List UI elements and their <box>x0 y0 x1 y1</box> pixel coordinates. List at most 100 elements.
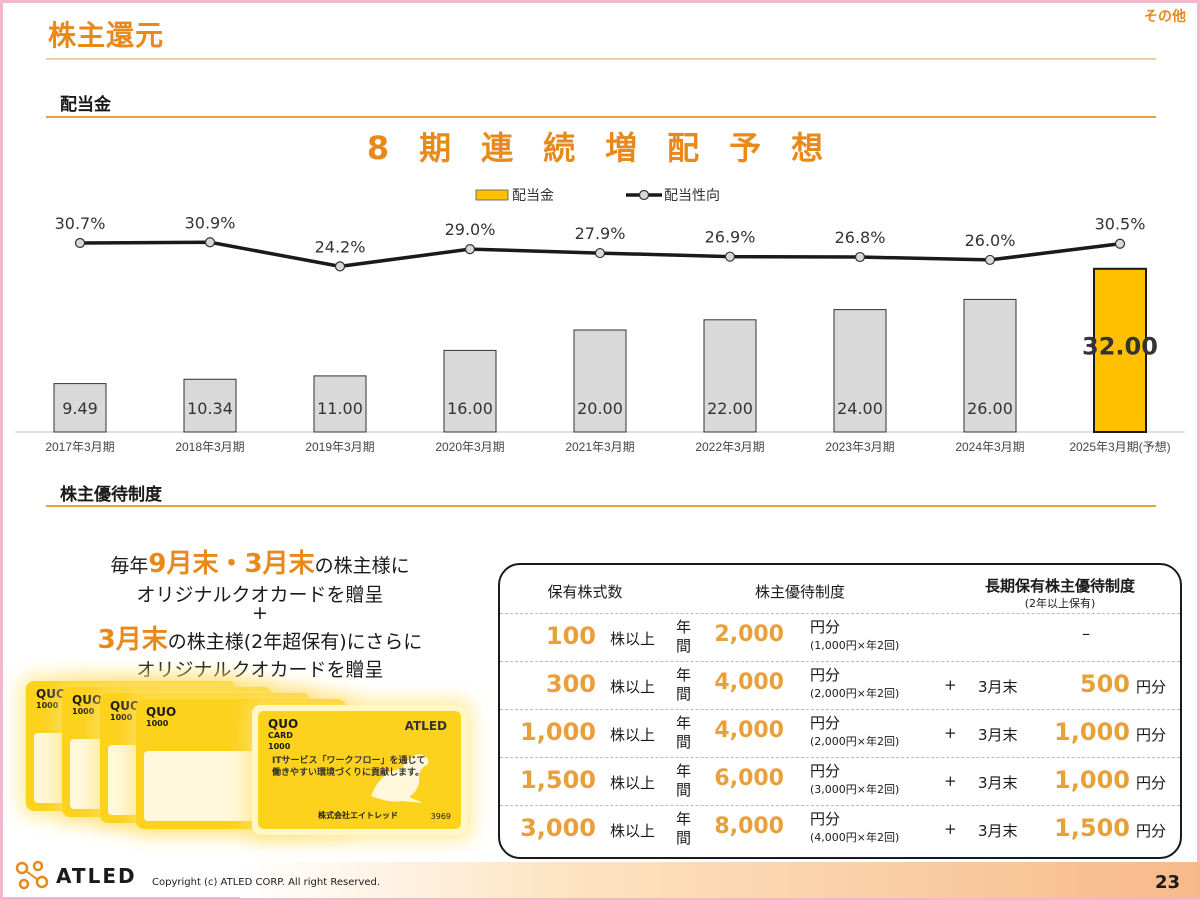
dividend-bar <box>53 383 107 433</box>
x-tick-label: 2019年3月期 <box>305 440 374 454</box>
long-term-month: 3月末 <box>978 822 1018 840</box>
yen-unit: 円分 <box>810 666 841 684</box>
yen-unit: 円分 <box>810 762 841 780</box>
x-tick-label: 2022年3月期 <box>695 440 764 454</box>
dividend-bar <box>443 349 497 433</box>
legend-line-marker <box>638 189 650 201</box>
payout-ratio-label: 30.5% <box>1095 215 1146 234</box>
dividend-bar <box>963 298 1017 433</box>
long-term-unit: 円分 <box>1136 726 1167 744</box>
payout-ratio-label: 27.9% <box>575 224 626 243</box>
shares-value: 1,500 <box>520 766 596 794</box>
benefits-section-divider <box>46 505 1156 507</box>
header-benefit: 株主優待制度 <box>754 583 845 601</box>
dividend-headline: 8期連続増配予想 <box>366 129 854 167</box>
payout-ratio-label: 26.9% <box>705 228 756 247</box>
payout-ratio-label: 26.8% <box>835 228 886 247</box>
dividend-bar-label: 32.00 <box>1082 332 1158 360</box>
dividend-section-divider <box>46 116 1156 118</box>
copyright: Copyright (c) ATLED CORP. All right Rese… <box>152 877 381 888</box>
table-row: 1,500 株以上 年間 6,000 円分 (3,000円×年2回) +3月末 1,000 円分 <box>500 757 1180 805</box>
long-term-month: 3月末 <box>978 774 1018 792</box>
legend-line-label: 配当性向 <box>664 187 720 203</box>
legend-bar-label: 配当金 <box>512 187 554 203</box>
chart-legend: 配当金 配当性向 <box>475 187 720 203</box>
card-code: 3969 <box>430 812 451 821</box>
x-tick-label: 2018年3月期 <box>175 440 244 454</box>
annual-label: 年間 <box>676 762 692 799</box>
payout-ratio-point <box>204 237 216 248</box>
shares-value: 100 <box>545 622 596 650</box>
table-row: 100 株以上 年間 2,000 円分 (1,000円×年2回) – <box>500 613 1180 661</box>
benefits-table: 保有株式数 株主優待制度 長期保有株主優待制度 (2年以上保有) 100 株以上年… <box>498 563 1182 859</box>
card-company: 株式会社エイトレッド <box>318 811 398 820</box>
payout-ratio-label: 26.0% <box>965 231 1016 250</box>
page-title: 株主還元 <box>48 19 165 52</box>
long-term-amount: 1,000 <box>1054 718 1130 746</box>
dividend-bar <box>1093 267 1147 433</box>
shares-unit: 株以上 <box>610 630 656 648</box>
header-long-term: 長期保有株主優待制度 <box>984 577 1135 595</box>
card-tagline: ITサービス「ワークフロー」を通じて 働きやすい環境づくりに貢献します。 <box>272 756 426 778</box>
annual-label: 年間 <box>676 618 692 655</box>
shares-unit: 株以上 <box>610 774 656 792</box>
quo-brand: QUO 1000 <box>110 699 141 722</box>
benefit-amount: 4,000 <box>714 718 784 743</box>
dividend-chart: 配当金 配当性向 9.49 2017年3月期 10.34 2018年3月期 11.00 201… <box>15 187 1185 454</box>
dividend-bar <box>183 378 237 433</box>
promo-text: 毎年 <box>110 555 149 577</box>
payout-ratio-label: 30.9% <box>185 213 236 232</box>
category-label: その他 <box>1144 9 1186 25</box>
benefit-amount: 4,000 <box>714 670 784 695</box>
legend-bar-swatch <box>475 189 509 201</box>
payout-ratio-label: 24.2% <box>315 237 366 256</box>
long-term-amount: 500 <box>1079 670 1130 698</box>
dividend-section-label: 配当金 <box>60 95 111 115</box>
kangaroo-icon <box>371 754 429 803</box>
annual-label: 年間 <box>676 714 692 751</box>
atled-molecule-icon <box>15 860 49 890</box>
promo-highlight: 3月末 <box>97 625 168 655</box>
shares-unit: 株以上 <box>610 678 656 696</box>
benefit-amount: 6,000 <box>714 766 784 791</box>
shares-value: 3,000 <box>520 814 596 842</box>
dividend-bar-label: 16.00 <box>447 399 493 418</box>
benefit-amount: 2,000 <box>714 622 784 647</box>
dividend-bar <box>313 375 367 433</box>
quo-brand: QUO 1000 <box>36 687 67 710</box>
promo-line-4: 3月末の株主様(2年超保有)にさらに <box>60 625 460 655</box>
shares-unit: 株以上 <box>610 726 656 744</box>
long-term-unit: 円分 <box>1136 774 1167 792</box>
header-shares: 保有株式数 <box>547 583 623 601</box>
long-term-amount: 1,500 <box>1054 814 1130 842</box>
benefit-note: (2,000円×年2回) <box>810 687 900 700</box>
long-term-month: 3月末 <box>978 726 1018 744</box>
payout-ratio-point <box>1114 238 1126 249</box>
logo-wordmark: ATLED <box>56 864 137 888</box>
payout-ratio-point <box>464 244 476 255</box>
shares-value: 300 <box>545 670 596 698</box>
dividend-bar-label: 20.00 <box>577 399 623 418</box>
x-tick-label: 2025年3月期(予想) <box>1069 439 1170 454</box>
plus-sign: + <box>944 820 957 838</box>
dividend-bar-label: 10.34 <box>187 399 233 418</box>
long-term-unit: 円分 <box>1136 678 1167 696</box>
payout-ratio-label: 30.7% <box>55 214 106 233</box>
plus-sign: + <box>944 724 957 742</box>
benefit-note: (2,000円×年2回) <box>810 735 900 748</box>
table-row: 3,000 株以上 年間 8,000 円分 (4,000円×年2回) +3月末 1,500 円分 <box>500 805 1180 853</box>
promo-text: の株主様(2年超保有)にさらに <box>167 631 423 653</box>
yen-unit: 円分 <box>810 810 841 828</box>
quo-cards-image: QUO 1000 QUO 1000 QUO 1000 QUO 1000 QUO CARD 1… <box>22 675 467 835</box>
dividend-bar-label: 11.00 <box>317 399 363 418</box>
table-row: 1,000 株以上 年間 4,000 円分 (2,000円×年2回) +3月末 1,000 円分 <box>500 709 1180 757</box>
promo-highlight: 9月末・3月末 <box>148 549 315 579</box>
payout-ratio-label: 29.0% <box>445 220 496 239</box>
atled-logo: ATLED <box>14 860 137 892</box>
annual-label: 年間 <box>676 810 692 847</box>
title-divider <box>46 58 1156 60</box>
dividend-bar <box>833 309 887 433</box>
promo-plus: + <box>252 602 268 624</box>
payout-ratio-point <box>724 251 736 262</box>
payout-ratio-point <box>594 247 606 259</box>
